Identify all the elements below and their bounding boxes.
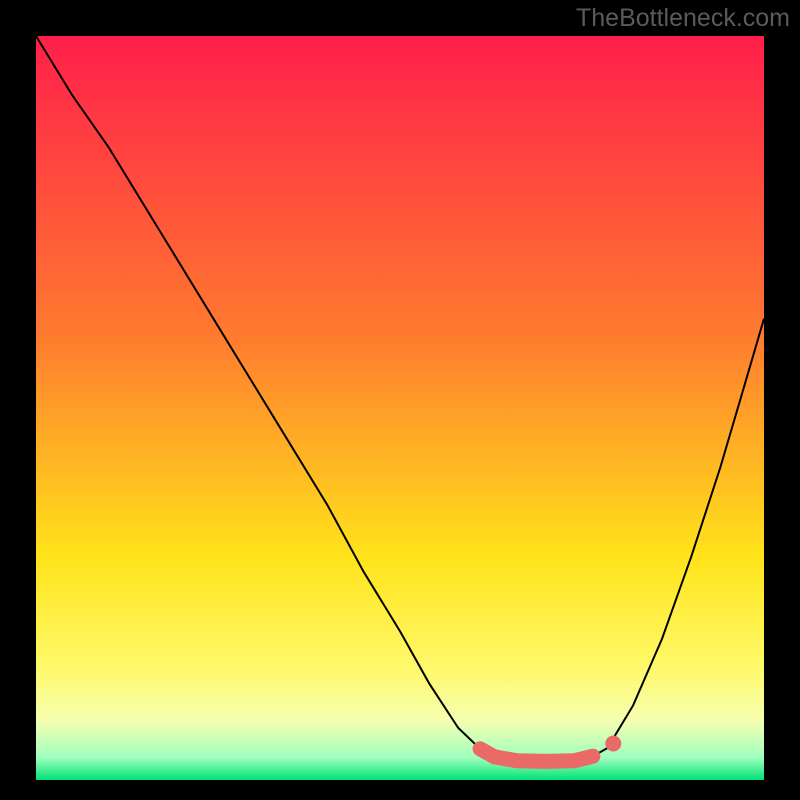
chart-container: { "watermark": { "text": "TheBottleneck.…: [0, 0, 800, 800]
highlight-dot: [605, 736, 621, 752]
highlight-segment: [480, 749, 593, 762]
curve-layer: [0, 0, 800, 800]
bottleneck-curve: [36, 36, 764, 761]
watermark-text: TheBottleneck.com: [576, 4, 790, 33]
